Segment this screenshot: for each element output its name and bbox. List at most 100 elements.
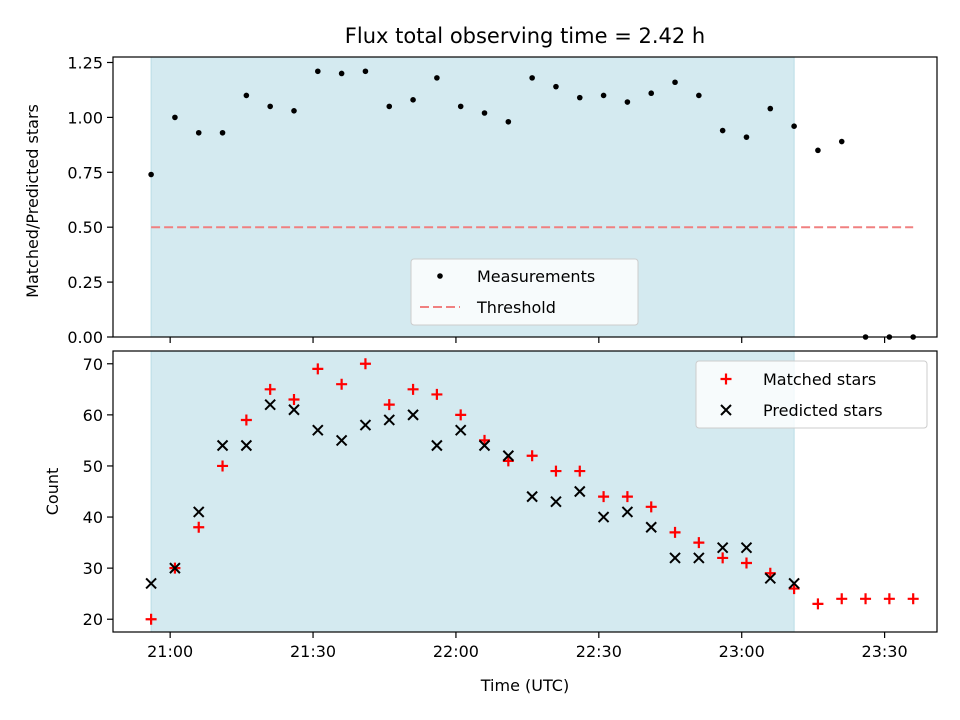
- y-tick-label: 0.75: [67, 163, 103, 182]
- measurement-point: [672, 79, 678, 86]
- predicted-star-point: [669, 552, 681, 564]
- x-tick-label: 21:30: [290, 642, 336, 661]
- y-tick-label: 1.25: [67, 53, 103, 72]
- measurement-point: [529, 75, 535, 81]
- legend-label-matched: Matched stars: [763, 370, 876, 389]
- predicted-star-point: [597, 511, 610, 523]
- measurement-point: [624, 99, 631, 105]
- matched-star-point: [717, 552, 729, 564]
- predicted-star-point: [312, 424, 324, 436]
- measurement-point: [315, 68, 321, 75]
- predicted-star-point: [645, 521, 657, 533]
- top-legend: Measurements Threshold: [410, 258, 639, 326]
- legend-plus: [720, 373, 732, 385]
- predicted-star-point: [431, 439, 443, 452]
- measurement-point: [481, 110, 488, 116]
- measurement-point: [648, 90, 655, 97]
- predicted-star-point: [764, 572, 777, 585]
- predicted-star-point: [550, 496, 562, 508]
- measurement-point: [267, 103, 273, 110]
- predicted-star-point: [740, 541, 753, 554]
- matched-star-point: [883, 593, 895, 605]
- y-tick-label: 1.00: [67, 108, 103, 127]
- measurement-point: [410, 97, 416, 103]
- predicted-star-point: [788, 577, 800, 590]
- legend-label-predicted: Predicted stars: [763, 401, 883, 420]
- measurement-point: [767, 105, 774, 112]
- predicted-star-point: [288, 404, 300, 416]
- matched-star-point: [645, 501, 657, 513]
- matched-star-point: [574, 465, 586, 477]
- matched-star-point: [907, 593, 919, 605]
- predicted-star-point: [169, 562, 181, 574]
- x-tick-label: 21:00: [147, 642, 193, 661]
- predicted-star-point: [693, 552, 705, 564]
- y-tick-label: 0.25: [67, 273, 103, 292]
- bottom-legend: Matched stars Predicted stars: [695, 360, 928, 429]
- matched-star-point: [502, 455, 514, 467]
- bottom-axis-ticks: 20 30 40 50 60 70 21:00 21:30 22:00 22:30 23:00 23:…: [83, 355, 908, 661]
- measurement-point: [386, 103, 393, 110]
- y-tick-label: 0.00: [67, 328, 103, 347]
- predicted-star-point: [359, 419, 372, 431]
- matched-star-point: [264, 383, 276, 395]
- predicted-star-point: [264, 398, 276, 411]
- measurement-point: [362, 68, 369, 75]
- matched-star-point: [621, 491, 633, 503]
- measurement-points: [148, 68, 916, 340]
- measurement-point: [457, 103, 464, 110]
- measurement-point: [600, 92, 607, 99]
- x-tick-label: 22:00: [433, 642, 479, 661]
- matched-star-point: [312, 363, 324, 375]
- y-tick-label: 40: [83, 508, 103, 527]
- predicted-star-point: [478, 439, 491, 452]
- y-tick-label: 20: [83, 610, 103, 629]
- ratio-panel: 0.00 0.25 0.50 0.75 1.00 1.25 Matched/Predict…: [23, 53, 938, 347]
- x-axis-label: Time (UTC): [480, 676, 569, 695]
- matched-star-point: [455, 409, 467, 421]
- matched-star-points: [145, 358, 919, 625]
- y-tick-label: 50: [83, 457, 103, 476]
- predicted-star-point: [407, 409, 419, 421]
- matched-star-point: [836, 593, 848, 605]
- legend-marker-matched: [720, 373, 732, 385]
- matched-star-point: [740, 557, 752, 569]
- bottom-legend-box: [695, 360, 928, 429]
- matched-star-point: [860, 593, 872, 605]
- observing-window-bottom: [150, 350, 795, 633]
- legend-marker-predicted: [720, 404, 732, 416]
- top-axes-frame: [112, 56, 938, 338]
- measurement-point: [838, 138, 845, 145]
- bottom-axes-frame: [112, 350, 938, 633]
- legend-marker-measurements: [437, 273, 443, 279]
- measurement-point: [576, 94, 583, 101]
- measurement-point: [791, 123, 797, 129]
- legend-label-threshold: Threshold: [476, 298, 556, 317]
- matched-star-point: [383, 399, 395, 411]
- matched-star-point: [359, 358, 371, 370]
- y-tick-label: 0.50: [67, 218, 103, 237]
- predicted-star-point: [240, 439, 253, 452]
- count-panel: 20 30 40 50 60 70 21:00 21:30 22:00 22:30 23:00 23:…: [43, 350, 938, 695]
- matched-star-point: [764, 567, 776, 579]
- measurement-point: [219, 129, 226, 136]
- matched-star-point: [479, 434, 491, 446]
- matched-star-point: [812, 598, 824, 610]
- predicted-star-point: [145, 577, 157, 590]
- top-y-axis-label: Matched/Predicted stars: [23, 104, 42, 298]
- predicted-star-point: [193, 506, 205, 518]
- measurement-point: [434, 75, 440, 81]
- x-tick-label: 22:30: [576, 642, 622, 661]
- predicted-star-point: [716, 541, 729, 554]
- predicted-star-point: [383, 414, 395, 426]
- measurement-point: [172, 114, 178, 121]
- measurement-point: [338, 70, 345, 77]
- measurement-point: [743, 134, 750, 140]
- matched-star-point: [526, 450, 538, 462]
- y-tick-label: 60: [83, 406, 103, 425]
- matched-star-point: [217, 460, 229, 472]
- predicted-star-point: [335, 434, 348, 447]
- predicted-star-point: [526, 490, 538, 503]
- legend-cross: [720, 404, 732, 416]
- matched-star-point: [336, 378, 348, 390]
